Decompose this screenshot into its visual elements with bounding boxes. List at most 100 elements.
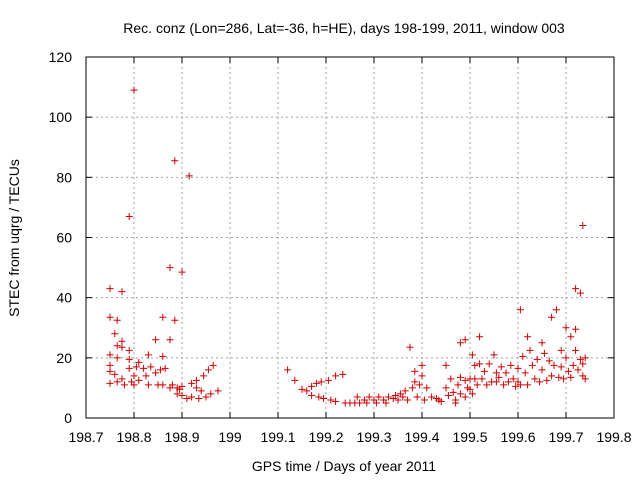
data-point	[560, 375, 568, 383]
data-point	[375, 393, 383, 401]
data-point	[159, 313, 167, 321]
data-point	[284, 366, 292, 374]
data-point	[178, 391, 186, 399]
data-point	[118, 375, 126, 383]
x-tick-label: 199	[218, 429, 242, 445]
data-point	[540, 349, 548, 357]
data-point	[418, 372, 426, 380]
x-tick-label: 199.7	[548, 429, 583, 445]
data-point	[454, 381, 462, 389]
data-point	[399, 393, 407, 401]
data-point	[516, 381, 524, 389]
data-point	[106, 367, 114, 375]
data-point	[209, 361, 217, 369]
x-axis-label: GPS time / Days of year 2011	[252, 458, 436, 474]
data-point	[478, 375, 486, 383]
data-point	[113, 316, 121, 324]
data-point	[555, 373, 563, 381]
data-point	[456, 339, 464, 347]
data-point	[567, 333, 575, 341]
data-point	[171, 316, 179, 324]
data-point	[521, 369, 529, 377]
data-point	[420, 396, 428, 404]
data-point	[332, 372, 340, 380]
data-point	[473, 381, 481, 389]
data-point	[214, 387, 222, 395]
data-point	[524, 333, 532, 341]
data-point	[106, 313, 114, 321]
data-point	[413, 393, 421, 401]
data-point	[113, 342, 121, 350]
x-tick-label: 199.1	[260, 429, 295, 445]
data-point	[118, 337, 126, 345]
data-point	[574, 366, 582, 374]
data-point	[524, 381, 532, 389]
x-tick-label: 199.2	[308, 429, 343, 445]
data-point	[468, 390, 476, 398]
data-point	[411, 367, 419, 375]
data-point	[526, 346, 534, 354]
data-point	[317, 378, 325, 386]
data-point	[106, 361, 114, 369]
data-point	[538, 339, 546, 347]
data-point	[118, 343, 126, 351]
data-point	[550, 361, 558, 369]
data-point	[507, 361, 515, 369]
data-point	[404, 396, 412, 404]
data-point	[485, 360, 493, 368]
data-point	[118, 288, 126, 296]
data-point	[456, 390, 464, 398]
data-point	[106, 379, 114, 387]
data-point	[308, 391, 316, 399]
data-point	[548, 372, 556, 380]
data-point	[207, 390, 215, 398]
data-point	[461, 393, 469, 401]
data-point	[495, 373, 503, 381]
data-point	[572, 285, 580, 293]
data-point	[512, 382, 520, 390]
x-tick-label: 199.8	[596, 429, 631, 445]
x-tick-label: 199.4	[404, 429, 439, 445]
data-point	[384, 393, 392, 401]
data-point	[581, 375, 589, 383]
y-tick-label: 40	[56, 290, 72, 306]
data-point	[363, 399, 371, 407]
data-point	[156, 366, 164, 374]
data-point	[106, 285, 114, 293]
data-point	[423, 384, 431, 392]
y-tick-label: 60	[56, 230, 72, 246]
x-tick-label: 198.7	[68, 429, 103, 445]
data-point	[569, 361, 577, 369]
data-point	[200, 372, 208, 380]
data-point	[168, 381, 176, 389]
data-point	[480, 367, 488, 375]
data-point	[579, 221, 587, 229]
data-point	[543, 376, 551, 384]
axis-ticks: 198.7 198.8 198.9 199 199.1 199.2 199.3 199.4 19…	[49, 49, 632, 445]
data-point	[466, 385, 474, 393]
data-point	[444, 391, 452, 399]
data-point	[111, 370, 119, 378]
data-point	[327, 396, 335, 404]
data-point	[356, 399, 364, 407]
data-point	[500, 381, 508, 389]
data-point	[468, 351, 476, 359]
data-point	[339, 370, 347, 378]
data-point	[130, 381, 138, 389]
y-tick-label: 0	[64, 410, 72, 426]
data-point	[471, 361, 479, 369]
x-tick-label: 198.8	[116, 429, 151, 445]
data-point	[564, 367, 572, 375]
data-point	[576, 355, 584, 363]
data-point	[538, 366, 546, 374]
data-point	[572, 346, 580, 354]
data-point	[152, 336, 160, 344]
data-point	[442, 384, 450, 392]
data-point	[408, 384, 416, 392]
data-point	[416, 381, 424, 389]
data-point	[372, 399, 380, 407]
data-point	[185, 172, 193, 180]
plot-frame	[85, 56, 615, 419]
data-point	[142, 372, 150, 380]
x-tick-label: 199.3	[356, 429, 391, 445]
